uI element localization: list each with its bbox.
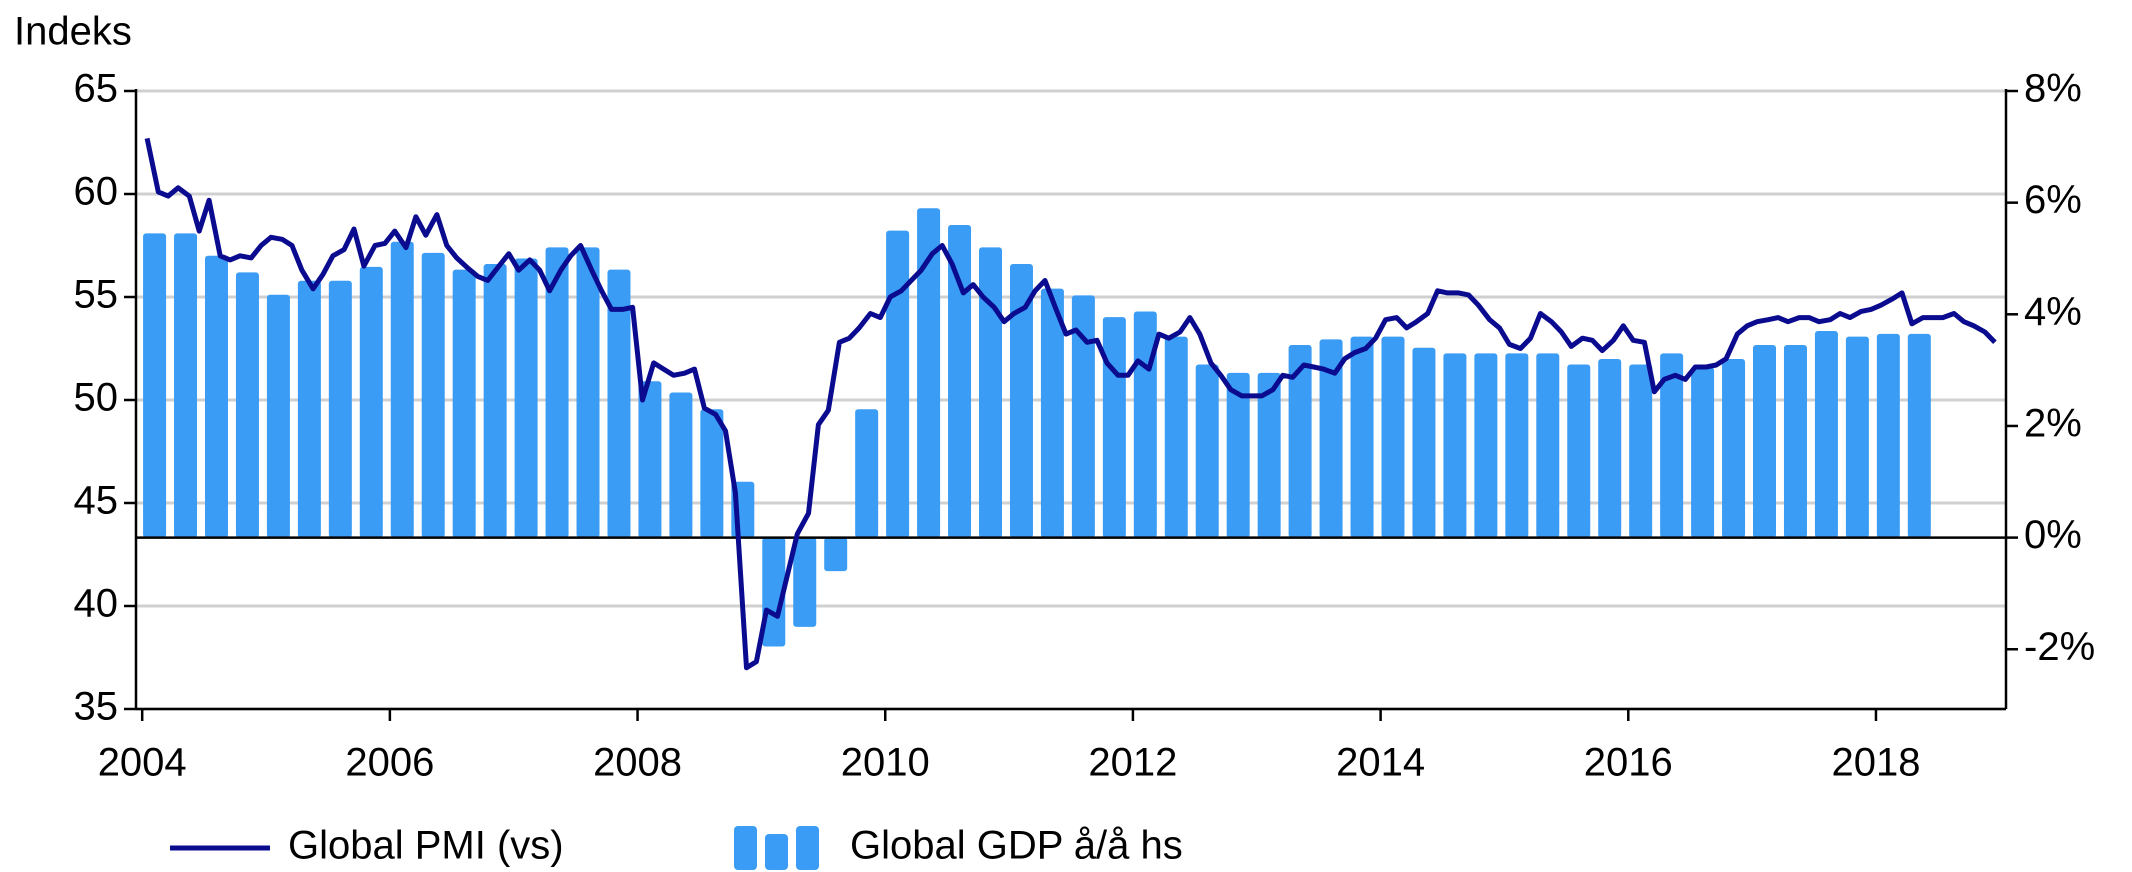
x-tick-label: 2014	[1336, 741, 1425, 785]
bar	[1319, 339, 1343, 538]
bar	[1195, 364, 1219, 538]
bar	[1876, 333, 1900, 538]
bar	[917, 208, 941, 538]
bar	[855, 409, 879, 538]
y-tick-label: 35	[74, 685, 119, 729]
x-tick-label: 2018	[1831, 741, 1920, 785]
bar	[1783, 345, 1807, 538]
bar	[1536, 353, 1560, 538]
y-tick-label: 60	[74, 170, 119, 214]
x-tick-label: 2012	[1088, 741, 1177, 785]
bar	[1907, 333, 1931, 538]
bar	[359, 266, 383, 538]
legend-label: Global PMI (vs)	[288, 824, 564, 868]
line	[144, 137, 1997, 671]
bar	[607, 269, 631, 538]
bar	[545, 247, 569, 538]
y-tick-label: 45	[74, 479, 119, 523]
x-tick-label: 2006	[345, 741, 434, 785]
y-tick-label: 50	[74, 376, 119, 420]
bar	[235, 272, 259, 538]
bar	[979, 247, 1003, 538]
bar	[1102, 317, 1126, 538]
legend-swatch	[734, 826, 757, 870]
bar	[328, 280, 352, 538]
bar	[762, 537, 786, 647]
bar	[1164, 336, 1188, 538]
y2-tick-label: 6%	[2024, 178, 2082, 222]
bar	[1443, 353, 1467, 538]
y2-tick-label: 4%	[2024, 290, 2082, 334]
bar	[174, 233, 198, 538]
x-tick-label: 2010	[841, 741, 930, 785]
bar	[1381, 336, 1405, 538]
y-axis-label: Indeks	[14, 10, 132, 54]
bar	[483, 264, 507, 538]
y-tick-label: 65	[74, 67, 119, 111]
bar	[204, 255, 228, 538]
bar	[1350, 336, 1374, 538]
bar	[1629, 364, 1653, 538]
y-tick-label: 55	[74, 273, 119, 317]
bar	[1598, 358, 1622, 538]
bar	[793, 537, 817, 627]
bar	[1288, 345, 1312, 538]
bar	[1722, 358, 1746, 538]
bar	[1474, 353, 1498, 538]
x-tick-label: 2008	[593, 741, 682, 785]
bar	[1071, 295, 1095, 538]
bar	[297, 280, 321, 538]
y2-tick-label: 8%	[2024, 67, 2082, 111]
bar	[1567, 364, 1591, 538]
bar	[1660, 353, 1684, 538]
bar	[266, 294, 290, 538]
y2-tick-label: -2%	[2024, 625, 2095, 669]
bar	[700, 409, 724, 538]
legend-swatch	[796, 826, 819, 870]
x-tick-label: 2016	[1584, 741, 1673, 785]
y2-tick-label: 0%	[2024, 513, 2082, 557]
bar	[1753, 345, 1777, 538]
bar	[1226, 372, 1250, 538]
bar	[669, 392, 693, 538]
x-tick-label: 2004	[98, 741, 187, 785]
bar	[1814, 331, 1838, 538]
bar	[1040, 288, 1064, 538]
bar	[948, 224, 972, 538]
bar	[452, 269, 476, 538]
bar	[638, 381, 662, 538]
bar	[1505, 353, 1529, 538]
bar	[421, 252, 445, 538]
bar	[514, 258, 538, 538]
bar	[1009, 264, 1033, 538]
bar	[886, 230, 910, 538]
y2-tick-label: 2%	[2024, 402, 2082, 446]
bar	[576, 247, 600, 538]
bar	[824, 537, 848, 572]
bar	[1412, 347, 1436, 538]
bar	[143, 233, 167, 538]
bar	[1691, 367, 1715, 538]
bar	[390, 241, 414, 538]
y-tick-label: 40	[74, 582, 119, 626]
bar	[1845, 336, 1869, 538]
legend-swatch	[765, 834, 788, 870]
bar	[1257, 372, 1281, 538]
legend-label: Global GDP å/å hs	[850, 824, 1183, 868]
